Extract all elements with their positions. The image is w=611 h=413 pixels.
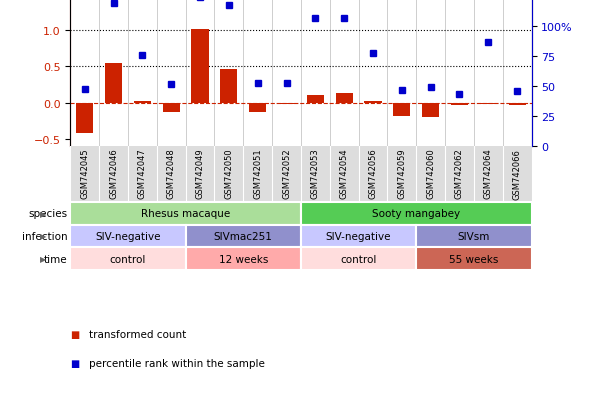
Text: control: control [110, 254, 146, 264]
Text: SIVmac251: SIVmac251 [214, 231, 273, 242]
Text: ▶: ▶ [40, 209, 46, 218]
Bar [134, 102, 151, 103]
Bar [70, 202, 301, 225]
Bar [301, 202, 532, 225]
Bar [451, 103, 468, 106]
Bar [76, 103, 93, 134]
Text: GSM742052: GSM742052 [282, 148, 291, 199]
Bar [416, 225, 532, 248]
Text: GSM742056: GSM742056 [368, 148, 378, 199]
Text: GSM742050: GSM742050 [224, 148, 233, 199]
Bar [191, 30, 209, 103]
Text: GSM742064: GSM742064 [484, 148, 493, 199]
Bar [307, 96, 324, 103]
Bar [70, 248, 186, 271]
Bar [335, 94, 353, 103]
Text: GSM742054: GSM742054 [340, 148, 349, 199]
Text: ▶: ▶ [40, 255, 46, 263]
Text: SIV-negative: SIV-negative [326, 231, 391, 242]
Text: GSM742045: GSM742045 [80, 148, 89, 199]
Bar [416, 248, 532, 271]
Text: GSM742047: GSM742047 [138, 148, 147, 199]
Text: GSM742046: GSM742046 [109, 148, 118, 199]
Text: GSM742062: GSM742062 [455, 148, 464, 199]
Bar [70, 225, 186, 248]
Text: infection: infection [21, 231, 67, 242]
Text: SIV-negative: SIV-negative [95, 231, 161, 242]
Text: transformed count: transformed count [89, 330, 186, 339]
Bar [278, 103, 295, 105]
Bar [105, 64, 122, 103]
Bar [163, 103, 180, 113]
Text: SIVsm: SIVsm [458, 231, 490, 242]
Text: Rhesus macaque: Rhesus macaque [141, 209, 230, 219]
Text: GSM742059: GSM742059 [397, 148, 406, 199]
Text: ■: ■ [70, 358, 79, 368]
Text: GSM742053: GSM742053 [311, 148, 320, 199]
Bar [508, 103, 526, 105]
Text: GSM742051: GSM742051 [253, 148, 262, 199]
Text: GSM742060: GSM742060 [426, 148, 435, 199]
Text: 12 weeks: 12 weeks [219, 254, 268, 264]
Bar [186, 225, 301, 248]
Text: control: control [340, 254, 377, 264]
Bar [301, 248, 416, 271]
Text: species: species [28, 209, 67, 219]
Text: ■: ■ [70, 330, 79, 339]
Text: Sooty mangabey: Sooty mangabey [372, 209, 460, 219]
Bar [301, 225, 416, 248]
Text: percentile rank within the sample: percentile rank within the sample [89, 358, 265, 368]
Bar [393, 103, 411, 116]
Bar [364, 102, 382, 103]
Text: 55 weeks: 55 weeks [449, 254, 499, 264]
Bar [422, 103, 439, 118]
Text: time: time [43, 254, 67, 264]
Bar [186, 248, 301, 271]
Text: GSM742048: GSM742048 [167, 148, 176, 199]
Bar [220, 70, 238, 103]
Text: ▶: ▶ [40, 232, 46, 241]
Text: GSM742066: GSM742066 [513, 148, 522, 199]
Text: GSM742049: GSM742049 [196, 148, 205, 199]
Bar [480, 103, 497, 105]
Bar [249, 103, 266, 113]
